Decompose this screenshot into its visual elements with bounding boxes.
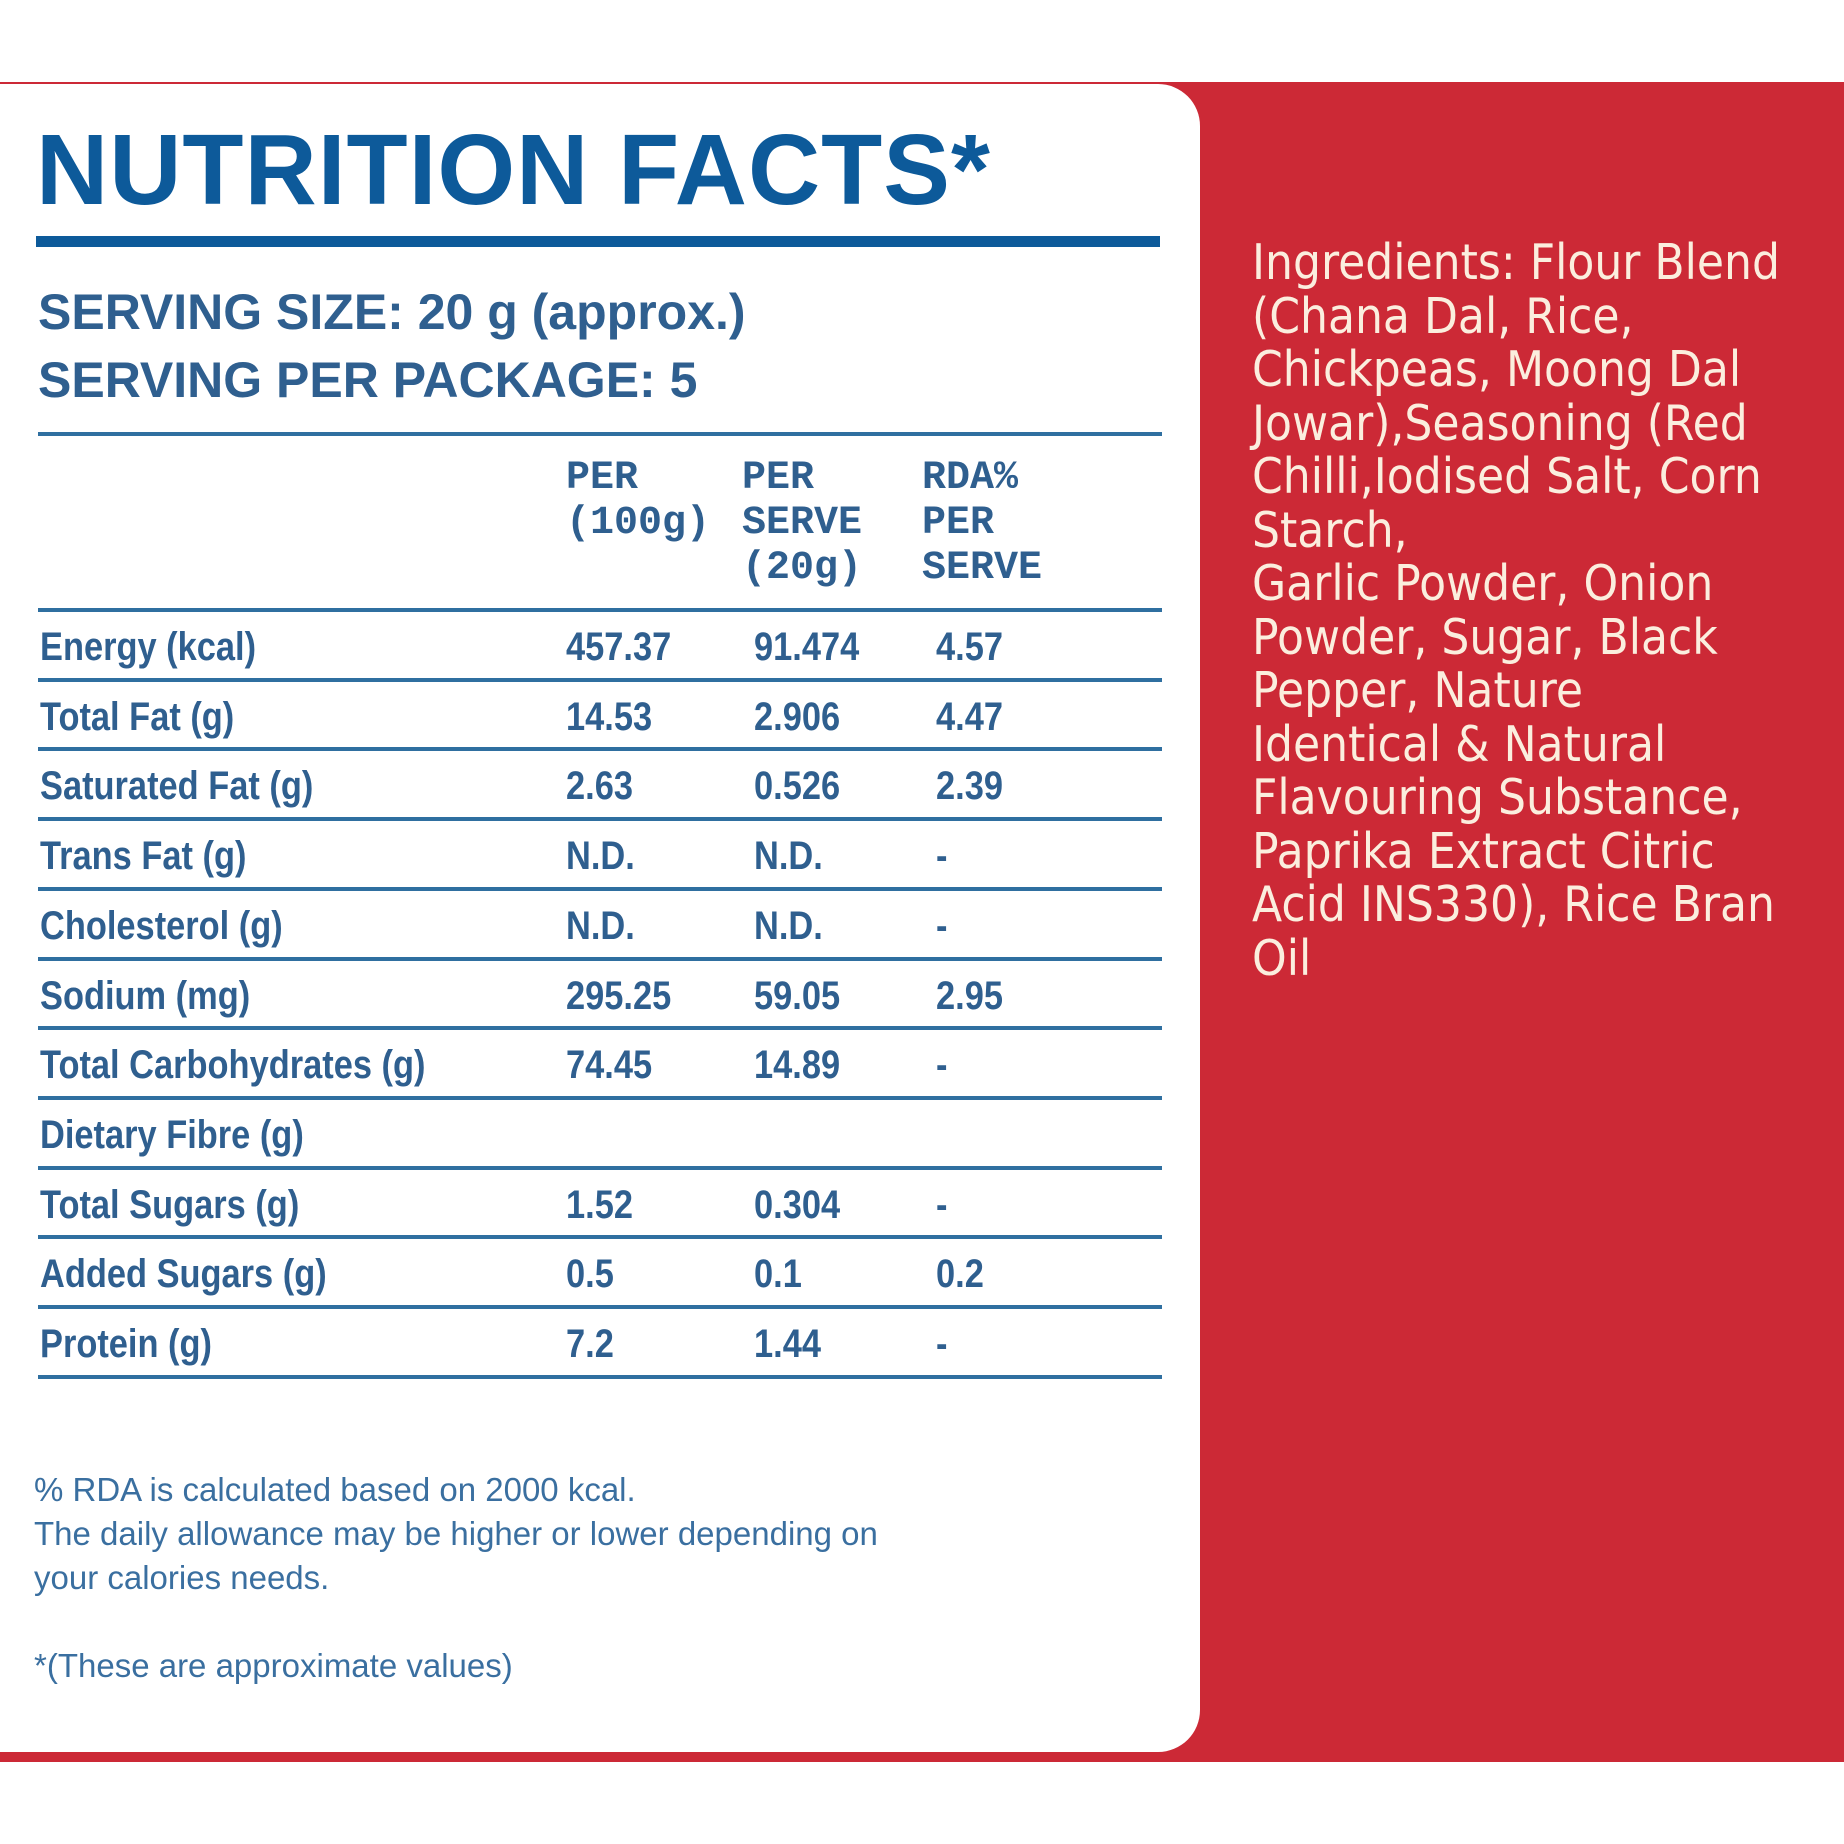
value-per-serve: 1.44 <box>754 1322 821 1366</box>
value-per-serve: N.D. <box>754 903 823 948</box>
nutrient-label: Sodium (mg) <box>40 973 251 1018</box>
value-rda-percent: - <box>936 903 948 948</box>
value-per-100g: 1.52 <box>566 1182 633 1227</box>
row-divider <box>38 747 1162 751</box>
value-rda-percent: - <box>936 1043 948 1088</box>
row-divider <box>38 1235 1162 1239</box>
nutrition-title: NUTRITION FACTS* <box>36 114 991 226</box>
value-rda-percent: - <box>936 1182 948 1227</box>
nutrient-label: Total Fat (g) <box>40 694 235 739</box>
value-per-100g: 0.5 <box>566 1252 614 1297</box>
nutrient-label: Total Sugars (g) <box>40 1182 300 1227</box>
nutrient-label: Trans Fat (g) <box>40 834 247 879</box>
row-divider <box>38 1305 1162 1309</box>
value-per-serve: 0.526 <box>754 764 841 809</box>
footnote-rda-calories: your calories needs. <box>34 1559 330 1596</box>
serving-size: SERVING SIZE: 20 g (approx.) <box>38 284 746 340</box>
footnote-rda-allowance: The daily allowance may be higher or low… <box>34 1515 878 1552</box>
footnote-rda-basis: % RDA is calculated based on 2000 kcal. <box>34 1471 636 1508</box>
value-rda-percent: 0.2 <box>936 1252 984 1297</box>
column-header-per-serve: PER SERVE (20g) <box>742 456 863 591</box>
header-bottom-rule <box>38 608 1162 612</box>
column-header-per-100g: PER (100g) <box>566 456 711 546</box>
value-per-serve: 14.89 <box>754 1043 841 1088</box>
value-per-serve: 59.05 <box>754 973 841 1018</box>
footnote-approx-values: *(These are approximate values) <box>34 1647 513 1684</box>
title-divider <box>36 236 1160 247</box>
row-divider <box>38 1166 1162 1170</box>
row-divider <box>38 957 1162 961</box>
value-rda-percent: 2.95 <box>936 973 1003 1018</box>
value-rda-percent: 2.39 <box>936 764 1003 809</box>
column-header-rda: RDA% PER SERVE <box>922 456 1043 591</box>
value-per-100g: N.D. <box>566 903 635 948</box>
nutrient-label: Energy (kcal) <box>40 625 257 669</box>
value-per-serve: 91.474 <box>754 625 860 669</box>
row-divider <box>38 817 1162 821</box>
value-rda-percent: 4.57 <box>936 625 1003 669</box>
nutrient-label: Protein (g) <box>40 1322 212 1366</box>
value-per-100g: 2.63 <box>566 764 633 809</box>
value-per-100g: 74.45 <box>566 1043 653 1088</box>
nutrient-label: Saturated Fat (g) <box>40 764 314 809</box>
nutrition-panel <box>0 84 1200 1752</box>
value-per-100g: 457.37 <box>566 625 672 669</box>
value-per-100g: N.D. <box>566 834 635 879</box>
nutrient-label: Total Carbohydrates (g) <box>40 1043 426 1088</box>
nutrient-label: Cholesterol (g) <box>40 903 283 948</box>
value-per-serve: N.D. <box>754 834 823 879</box>
value-rda-percent: 4.47 <box>936 694 1003 739</box>
value-per-serve: 2.906 <box>754 694 841 739</box>
value-rda-percent: - <box>936 1322 948 1366</box>
row-divider <box>38 887 1162 891</box>
servings-per-package: SERVING PER PACKAGE: 5 <box>38 352 698 408</box>
table-top-rule <box>38 432 1162 436</box>
nutrient-label: Dietary Fibre (g) <box>40 1112 304 1157</box>
value-per-100g: 7.2 <box>566 1322 614 1366</box>
row-divider <box>38 678 1162 682</box>
value-per-serve: 0.304 <box>754 1182 841 1227</box>
nutrient-label: Added Sugars (g) <box>40 1252 327 1297</box>
value-per-serve: 0.1 <box>754 1252 802 1297</box>
row-divider <box>38 1026 1162 1030</box>
row-divider <box>38 1096 1162 1100</box>
value-per-100g: 14.53 <box>566 694 653 739</box>
row-divider <box>38 1375 1162 1379</box>
value-per-100g: 295.25 <box>566 973 672 1018</box>
ingredients-text: Ingredients: Flour Blend (Chana Dal, Ric… <box>1252 234 1781 987</box>
value-rda-percent: - <box>936 834 948 879</box>
